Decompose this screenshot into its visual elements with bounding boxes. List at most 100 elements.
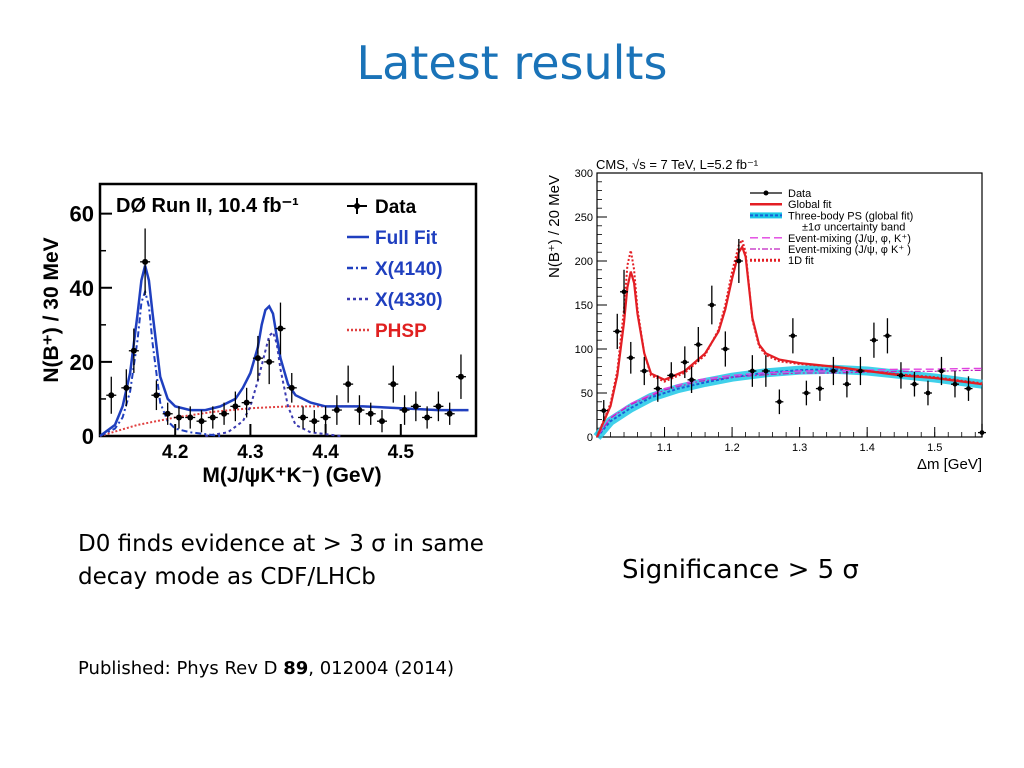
cms-x-axis-label: Δm [GeV] — [917, 456, 982, 473]
d0-data-point — [232, 403, 239, 410]
d0-y-tick-label: 40 — [70, 276, 94, 301]
cms-data-point — [898, 373, 904, 378]
d0-legend-label: Data — [375, 197, 417, 218]
d0-data-point — [390, 381, 397, 388]
publication-prefix: Published: Phys Rev D — [78, 658, 284, 679]
d0-data-point — [266, 358, 273, 365]
cms-data-point — [871, 337, 877, 343]
d0-data-point — [187, 414, 194, 421]
cms-data-point — [817, 386, 823, 391]
cms-y-axis-label: N(B⁺) / 20 MeV — [546, 175, 563, 278]
cms-data-point — [885, 333, 890, 339]
cms-legend-label: 1D fit — [788, 255, 814, 267]
cms-legend-label: ±1σ uncertainty band — [802, 222, 905, 234]
d0-data-point — [401, 407, 408, 414]
d0-data-point — [412, 403, 419, 410]
d0-legend-label: X(4330) — [375, 290, 443, 311]
cms-data-point — [682, 359, 688, 365]
d0-data-point — [300, 414, 307, 421]
d0-x4140-curve — [99, 287, 221, 437]
d0-data-point — [142, 258, 149, 265]
d0-y-tick-label: 60 — [70, 202, 94, 227]
d0-data-point — [356, 407, 363, 414]
cms-data-point — [695, 342, 701, 347]
cms-event-mixing-curve — [596, 367, 982, 438]
cms-caption: Significance > 5 σ — [622, 555, 859, 585]
d0-data-point — [221, 410, 228, 417]
cms-legend-data-point — [763, 190, 769, 196]
d0-x-tick-label: 4.4 — [312, 442, 339, 463]
d0-data-point — [446, 410, 453, 417]
d0-data-point — [243, 399, 250, 406]
d0-data-point — [379, 418, 385, 425]
d0-data-point — [457, 373, 464, 380]
d0-legend-label: Full Fit — [375, 228, 438, 249]
d0-legend-label: X(4140) — [375, 259, 443, 280]
cms-legend-label: Event-mixing (J/ψ, φ, K⁺) — [788, 233, 911, 245]
cms-x-tick-label: 1.3 — [792, 442, 807, 454]
d0-data-point — [153, 392, 160, 399]
cms-data-point — [763, 368, 769, 374]
d0-data-point — [333, 407, 340, 414]
cms-x-tick-label: 1.2 — [724, 442, 739, 454]
d0-data-point — [198, 418, 205, 425]
d0-chart-title: DØ Run II, 10.4 fb⁻¹ — [116, 195, 299, 217]
cms-data-point — [844, 381, 850, 387]
cms-legend-label: Three-body PS (global fit) — [788, 210, 913, 222]
cms-data-point — [614, 329, 620, 334]
cms-data-point — [709, 302, 715, 308]
cms-data-point — [776, 399, 782, 405]
cms-data-point — [689, 377, 694, 383]
d0-legend-label: PHSP — [375, 321, 427, 342]
cms-data-point — [831, 368, 836, 374]
cms-data-point — [736, 258, 742, 264]
d0-data-point — [345, 381, 352, 388]
d0-data-point — [175, 414, 182, 421]
cms-legend-label: Global fit — [788, 199, 831, 211]
d0-data-point — [424, 414, 431, 421]
d0-data-point — [277, 325, 284, 332]
d0-full-fit-curve — [99, 265, 469, 438]
cms-y-tick-label: 300 — [575, 168, 593, 180]
cms-data-point — [979, 430, 985, 435]
d0-data-point — [288, 384, 295, 391]
publication-suffix: , 012004 (2014) — [308, 658, 454, 679]
d0-data-point — [123, 384, 130, 391]
cms-event-mixing-alt-curve — [596, 369, 982, 438]
publication-reference: Published: Phys Rev D 89, 012004 (2014) — [78, 658, 678, 679]
d0-data-point — [322, 414, 329, 421]
cms-data-point — [790, 333, 796, 339]
d0-x-tick-label: 4.2 — [162, 442, 188, 463]
cms-y-tick-label: 200 — [575, 256, 593, 268]
d0-plot-frame — [98, 182, 478, 438]
d0-y-tick-label: 20 — [70, 350, 94, 375]
cms-chart: 0 50 100 150 200 250 300 1.1 1.2 1.3 1.4 1.5 Δm [GeV… — [546, 157, 986, 473]
d0-data-point — [311, 418, 318, 425]
cms-y-tick-label: 150 — [575, 300, 593, 312]
d0-x-tick-label: 4.5 — [388, 442, 415, 463]
cms-chart-title: CMS, √s = 7 TeV, L=5.2 fb⁻¹ — [596, 157, 759, 172]
cms-data-point — [655, 386, 661, 391]
d0-y-axis-label: N(B⁺) / 30 MeV — [40, 237, 63, 382]
cms-legend-label: Data — [788, 188, 812, 200]
d0-data-point — [130, 347, 137, 354]
slide-title: Latest results — [356, 36, 668, 90]
cms-x-tick-label: 1.1 — [657, 442, 672, 454]
cms-x-tick-label: 1.5 — [927, 442, 942, 454]
d0-data-point — [254, 355, 261, 362]
cms-data-point — [966, 386, 971, 391]
cms-data-point — [628, 355, 634, 361]
cms-legend-label: Event-mixing (J/ψ, φ K⁺ ) — [788, 244, 911, 256]
cms-data-point — [939, 368, 944, 374]
d0-data-point — [367, 410, 374, 417]
cms-data-point — [912, 381, 917, 387]
d0-data-point — [108, 392, 115, 399]
publication-volume: 89 — [283, 658, 309, 679]
cms-y-tick-label: 50 — [581, 388, 593, 400]
cms-data-point — [668, 373, 674, 378]
cms-y-tick-label: 0 — [587, 432, 593, 444]
d0-y-tick-label: 0 — [82, 424, 94, 449]
cms-y-tick-label: 100 — [575, 344, 593, 356]
cms-data-point — [722, 346, 728, 352]
cms-data-point — [621, 289, 627, 295]
